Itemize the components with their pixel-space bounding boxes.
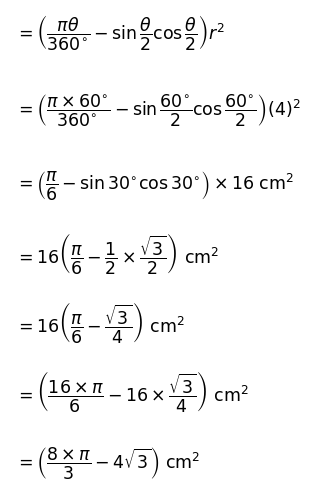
Text: $= \left(\dfrac{16 \times \pi}{6} - 16 \times \dfrac{\sqrt{3}}{4}\right)\ \mathr: $= \left(\dfrac{16 \times \pi}{6} - 16 \…: [15, 370, 249, 415]
Text: $= \left(\dfrac{8 \times \pi}{3} - 4\sqrt{3}\right)\ \mathrm{cm}^{2}$: $= \left(\dfrac{8 \times \pi}{3} - 4\sqr…: [15, 445, 201, 481]
Text: $= \left(\dfrac{\pi}{6} - \sin 30^{\circ}\cos 30^{\circ}\right) \times 16\ \math: $= \left(\dfrac{\pi}{6} - \sin 30^{\circ…: [15, 169, 294, 202]
Text: $= 16\left(\dfrac{\pi}{6} - \dfrac{1}{2} \times \dfrac{\sqrt{3}}{2}\right)\ \mat: $= 16\left(\dfrac{\pi}{6} - \dfrac{1}{2}…: [15, 232, 220, 277]
Text: $= 16\left(\dfrac{\pi}{6} - \dfrac{\sqrt{3}}{4}\right)\ \mathrm{cm}^{2}$: $= 16\left(\dfrac{\pi}{6} - \dfrac{\sqrt…: [15, 301, 185, 346]
Text: $= \left(\dfrac{\pi\theta}{360^{\circ}} - \sin\dfrac{\theta}{2}\cos\dfrac{\theta: $= \left(\dfrac{\pi\theta}{360^{\circ}} …: [15, 13, 226, 52]
Text: $= \left(\dfrac{\pi \times 60^{\circ}}{360^{\circ}} - \sin\dfrac{60^{\circ}}{2}\: $= \left(\dfrac{\pi \times 60^{\circ}}{3…: [15, 92, 301, 128]
